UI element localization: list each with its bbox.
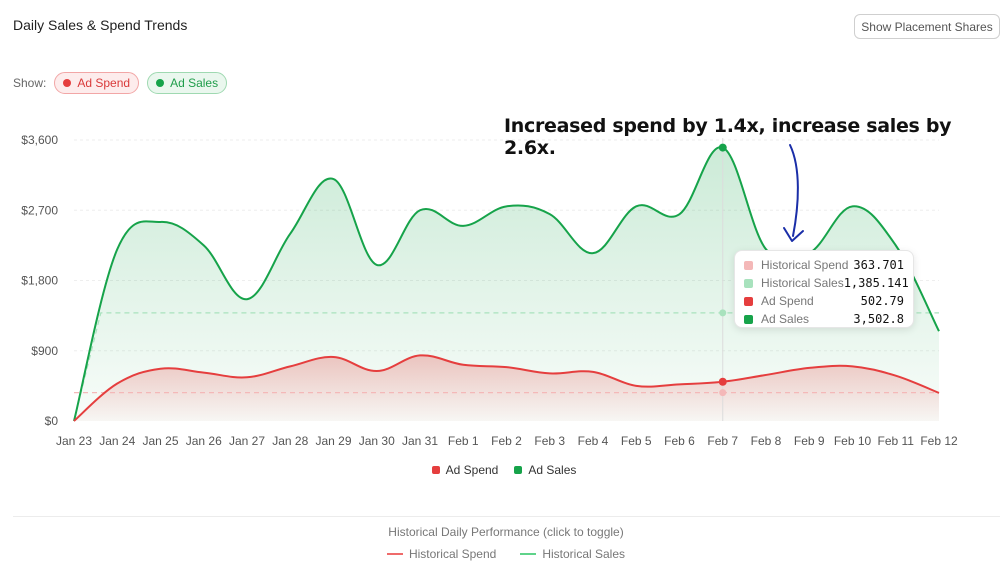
tooltip-row: Historical Spend 363.701 [744,256,904,274]
x-tick-label: Jan 31 [402,434,438,448]
ad-spend-swatch [744,296,753,306]
legend-label: Ad Spend [445,463,499,477]
ad-sales-swatch [744,314,753,324]
tooltip-label: Ad Sales [761,312,810,326]
x-tick-label: Jan 27 [229,434,265,448]
x-tick-label: Feb 2 [491,434,522,448]
tooltip-row: Historical Sales 1,385.141 [744,274,909,292]
ad-spend-legend-swatch [431,466,440,474]
annotation-arrow-icon [783,144,804,242]
y-tick-label: $900 [31,344,58,358]
tooltip-label: Historical Sales [761,276,844,290]
ad-spend-toggle-label: Ad Spend [77,76,131,90]
historical-spend-line-icon [386,553,403,555]
x-tick-label: Jan 25 [142,434,178,448]
ad-sales-toggle-label: Ad Sales [170,76,219,90]
ad-spend-line [73,354,940,422]
x-tick-label: Jan 23 [56,434,92,448]
tooltip-value: 502.79 [860,294,904,308]
chart-legend: Ad Spend Ad Sales [0,463,1008,477]
x-tick-label: Feb 3 [534,434,565,448]
y-tick-label: $0 [45,414,59,428]
tooltip-value: 3,502.8 [853,312,904,326]
chart-title: Daily Sales & Spend Trends [13,17,188,33]
ad-spend-dot-icon [63,79,72,87]
x-tick-label: Jan 30 [359,434,395,448]
historical-sales-swatch [744,278,753,288]
tooltip-value: 1,385.141 [843,276,909,290]
historical-spend-point [719,389,727,397]
annotation-text: Increased spend by 1.4x, increase sales … [504,115,952,159]
ad-sales-dot-icon [156,79,165,87]
area-chart[interactable]: $0 $900 $1,800 $2,700 $3,600 Jan 23 Jan 24 Jan … [0,0,1008,460]
historical-sales-toggle[interactable]: Historical Sales [520,547,625,561]
x-tick-label: Feb 11 [878,434,915,448]
y-tick-label: $2,700 [21,203,58,217]
ad-spend-point [718,377,727,386]
historical-sales-line-icon [520,553,537,555]
legend-label: Ad Sales [528,463,577,477]
chart-tooltip: Historical Spend 363.701 Historical Sale… [734,250,914,328]
x-tick-label: Jan 26 [186,434,222,448]
tooltip-label: Ad Spend [761,294,814,308]
x-tick-label: Feb 5 [621,434,652,448]
x-tick-label: Feb 4 [578,434,609,448]
legend-item-ad-spend[interactable]: Ad Spend [431,463,499,477]
historical-title: Historical Daily Performance (click to t… [388,525,624,539]
series-filter: Show: Ad Spend Ad Sales [13,72,228,94]
x-tick-label: Feb 1 [448,434,479,448]
legend-item-ad-sales[interactable]: Ad Sales [514,463,576,477]
x-tick-label: Feb 10 [834,434,872,448]
x-tick-label: Feb 12 [920,434,958,448]
historical-sales-point [719,309,727,317]
x-tick-label: Feb 9 [794,434,825,448]
historical-spend-swatch [744,260,753,270]
tooltip-label: Historical Spend [761,258,849,272]
historical-spend-label: Historical Spend [408,547,497,561]
section-divider [13,516,1000,517]
show-placement-shares-button[interactable]: Show Placement Shares [854,14,1000,39]
x-tick-label: Feb 7 [707,434,738,448]
y-tick-label: $3,600 [21,133,58,147]
tooltip-value: 363.701 [853,258,904,272]
x-tick-label: Jan 29 [315,434,351,448]
ad-spend-toggle[interactable]: Ad Spend [54,72,140,94]
historical-spend-toggle[interactable]: Historical Spend [386,547,497,561]
historical-sales-label: Historical Sales [542,547,626,561]
x-tick-label: Jan 28 [272,434,308,448]
historical-legend: Historical Spend Historical Sales [0,547,1008,561]
show-label: Show: [13,76,47,90]
y-tick-label: $1,800 [21,274,58,288]
x-tick-label: Feb 8 [751,434,782,448]
tooltip-row: Ad Spend 502.79 [744,292,904,310]
tooltip-row: Ad Sales 3,502.8 [744,310,904,328]
ad-sales-point [718,143,727,152]
x-tick-label: Feb 6 [664,434,695,448]
x-tick-label: Jan 24 [99,434,135,448]
ad-sales-legend-swatch [514,466,523,474]
ad-sales-toggle[interactable]: Ad Sales [147,72,228,94]
